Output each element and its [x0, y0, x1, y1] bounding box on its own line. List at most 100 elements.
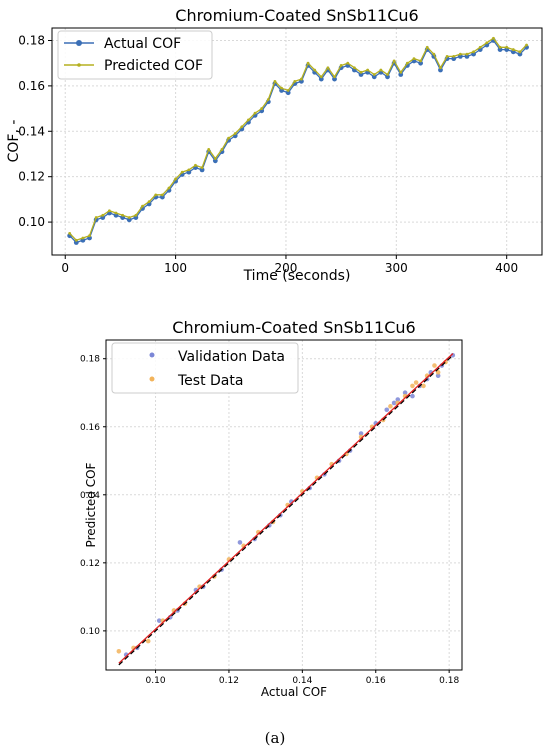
- actual-cof-point: [517, 51, 523, 57]
- test-point: [410, 383, 415, 389]
- actual-cof-point: [212, 158, 218, 164]
- predicted-cof-point: [141, 204, 144, 208]
- legend-test-swatch: [149, 376, 155, 382]
- chart1-legend: Actual COF Predicted COF: [57, 30, 213, 80]
- chart1-ytick-label: 0.16: [18, 79, 45, 93]
- legend-predicted-swatch-marker: [77, 63, 81, 67]
- actual-cof-point: [497, 47, 503, 52]
- legend-actual-label: Actual COF: [104, 36, 181, 52]
- predicted-cof-point: [240, 125, 244, 129]
- test-point: [116, 648, 122, 654]
- predicted-cof-point: [485, 41, 489, 45]
- chart2-ytick-label: 0.18: [80, 355, 100, 365]
- chart2-legend-box: [111, 342, 299, 394]
- predicted-cof-point: [280, 86, 283, 90]
- actual-cof-point: [464, 53, 470, 59]
- actual-cof-point: [199, 167, 205, 173]
- chart2-xtick-label: 0.18: [439, 676, 459, 686]
- chart2-legend: Validation Data Test Data: [111, 342, 299, 394]
- test-point: [435, 370, 441, 375]
- chart2-ytick-label: 0.16: [80, 423, 100, 433]
- validation-point: [358, 431, 364, 436]
- predicted-cof-point: [247, 118, 250, 122]
- predicted-cof-point: [492, 36, 495, 40]
- actual-cof-point: [451, 56, 457, 62]
- actual-cof-point: [73, 240, 79, 245]
- validation-point: [237, 540, 243, 545]
- predicted-cof-point: [194, 163, 197, 167]
- chart2-xlabel: Actual COF: [261, 685, 327, 699]
- test-point: [421, 383, 426, 389]
- predicted-cof-point: [352, 66, 356, 70]
- legend-actual-swatch-marker: [76, 40, 82, 46]
- predicted-cof-point: [213, 157, 217, 160]
- chart1-xtick-label: 200: [275, 261, 298, 275]
- figure-caption: (a): [265, 729, 286, 747]
- predicted-cof-point: [392, 59, 396, 63]
- predicted-cof-point: [147, 200, 151, 204]
- predicted-cof-point: [313, 68, 317, 72]
- predicted-cof-point: [339, 64, 343, 67]
- predicted-cof-point: [386, 73, 389, 76]
- actual-cof-point: [358, 72, 364, 77]
- predicted-cof-point: [412, 57, 416, 61]
- predicted-cof-point: [498, 45, 502, 49]
- actual-cof-point: [438, 67, 443, 73]
- actual-cof-point: [418, 60, 424, 66]
- predicted-cof-point: [379, 68, 383, 72]
- chart1-ytick-label: 0.18: [18, 33, 45, 47]
- predicted-cof-point: [160, 193, 164, 197]
- test-point: [388, 404, 393, 409]
- validation-point: [384, 407, 390, 413]
- predicted-cof-point: [81, 236, 85, 240]
- predicted-cof-point: [439, 66, 442, 70]
- actual-cof-point: [318, 76, 324, 82]
- chart2-xtick-label: 0.12: [219, 676, 239, 686]
- chart1-grid: [52, 28, 542, 255]
- predicted-cof-point: [359, 70, 363, 74]
- predicted-cof-point: [74, 238, 78, 242]
- chart1-xtick-label: 100: [164, 261, 187, 275]
- chart2-reference-lines: [118, 353, 454, 666]
- predicted-cof-point: [419, 59, 423, 63]
- predicted-cof-point: [478, 45, 482, 49]
- legend-validation-label: Validation Data: [178, 349, 285, 365]
- chart1-series-line-predicted: [69, 37, 527, 241]
- predicted-cof-point: [300, 77, 303, 81]
- predicted-cof-point: [220, 148, 224, 151]
- predicted-cof-point: [233, 132, 237, 135]
- chart1-ytick-label: 0.14: [18, 124, 45, 138]
- predicted-cof-point: [266, 98, 270, 101]
- chart1-ytick-label: 0.10: [18, 215, 45, 229]
- regression-fit-line: [118, 353, 454, 664]
- predicted-cof-point: [399, 70, 403, 74]
- predicted-cof-point: [107, 209, 111, 213]
- predicted-cof-point: [167, 186, 171, 190]
- predicted-cof-point: [227, 136, 230, 140]
- predicted-cof-point: [505, 45, 509, 49]
- predicted-cof-point: [326, 66, 330, 70]
- chart2-ytick-label: 0.12: [80, 559, 100, 569]
- chart2-ylabel: Predicted COF: [84, 462, 98, 547]
- chart1-xtick-label: 400: [495, 261, 518, 275]
- chart1-ticks: 0 100 200 300 400 0.10 0.12 0.14 0.16 0.18: [18, 33, 518, 275]
- validation-point: [391, 400, 397, 406]
- chart2-xtick-label: 0.14: [292, 676, 312, 686]
- predicted-cof-point: [445, 54, 449, 58]
- predicted-cof-point: [293, 79, 297, 83]
- predicted-cof-point: [101, 213, 105, 217]
- predicted-cof-point: [452, 54, 456, 58]
- chart1-ytick-label: 0.12: [18, 170, 45, 184]
- predicted-cof-point: [472, 50, 475, 54]
- chart2-plot-frame: [105, 339, 463, 671]
- chart1-xlabel: Time (seconds): [243, 268, 351, 284]
- predicted-cof-point: [465, 52, 469, 56]
- legend-test-label: Test Data: [177, 373, 243, 389]
- actual-cof-point: [332, 76, 337, 82]
- predicted-cof-point: [333, 75, 336, 79]
- test-point: [432, 363, 437, 368]
- actual-cof-point: [385, 74, 390, 80]
- chart1-series-line-actual: [69, 39, 527, 244]
- predicted-cof-point: [511, 48, 515, 51]
